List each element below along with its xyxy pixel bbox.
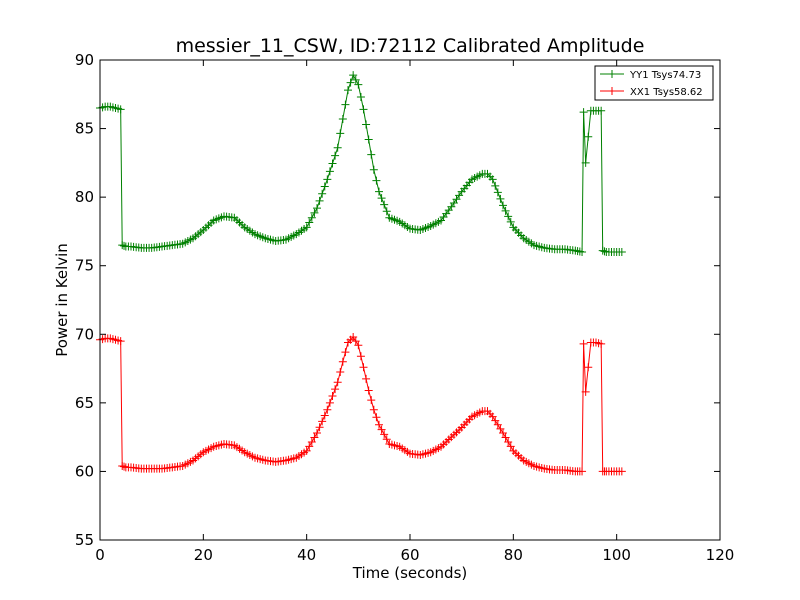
series-xx1 <box>96 333 626 476</box>
chart-title: messier_11_CSW, ID:72112 Calibrated Ampl… <box>176 35 645 57</box>
legend-marker-yy1 <box>608 70 616 78</box>
y-tick-label: 65 <box>75 394 94 412</box>
x-tick-label: 80 <box>504 546 523 564</box>
x-axis: 0 20 40 60 80 100 120 <box>95 60 734 564</box>
y-axis-label: Power in Kelvin <box>53 243 71 357</box>
legend: YY1 Tsys74.73 XX1 Tsys58.62 <box>594 65 714 101</box>
plot-series <box>96 71 626 476</box>
y-tick-label: 70 <box>75 325 94 343</box>
y-tick-label: 80 <box>75 188 94 206</box>
legend-entry-xx1: XX1 Tsys58.62 <box>600 87 703 98</box>
x-axis-label: Time (seconds) <box>352 564 468 582</box>
x-tick-label: 60 <box>400 546 419 564</box>
y-tick-label: 90 <box>75 51 94 69</box>
legend-label-yy1: YY1 Tsys74.73 <box>629 70 701 81</box>
y-tick-label: 55 <box>75 531 94 549</box>
y-axis: 55 60 65 70 75 80 85 90 <box>75 51 720 549</box>
legend-marker-xx1 <box>608 87 616 95</box>
x-tick-label: 20 <box>194 546 213 564</box>
y-tick-label: 60 <box>75 462 94 480</box>
legend-label-xx1: XX1 Tsys58.62 <box>630 87 703 98</box>
x-tick-label: 40 <box>297 546 316 564</box>
x-tick-label: 100 <box>602 546 631 564</box>
x-tick-label: 0 <box>95 546 105 564</box>
y-tick-label: 85 <box>75 120 94 138</box>
y-tick-label: 75 <box>75 257 94 275</box>
legend-entry-yy1: YY1 Tsys74.73 <box>600 70 701 81</box>
legend-box <box>594 65 714 101</box>
x-tick-label: 120 <box>706 546 735 564</box>
